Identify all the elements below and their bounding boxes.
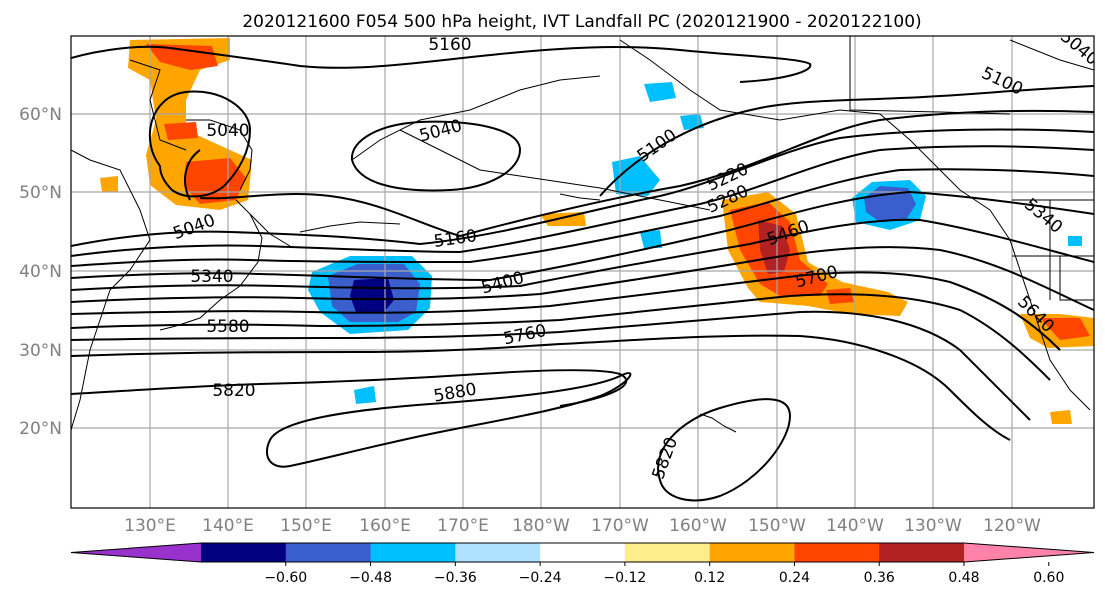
coast-alaska: [619, 39, 991, 211]
lat-label: 30°N: [19, 341, 62, 361]
lat-label: 60°N: [19, 105, 62, 125]
ivt-positive-core-asia-3: [164, 122, 198, 140]
lon-label: 140°E: [202, 516, 254, 536]
ivt-negative-spot-3: [640, 230, 662, 248]
coast-aleutians: [299, 193, 601, 233]
colorbar-tick-label: 0.60: [1033, 570, 1064, 586]
colorbar-bin: [285, 543, 372, 562]
lat-label: 50°N: [19, 183, 62, 203]
colorbar-tick-label: 0.36: [864, 570, 895, 586]
ivt-positive-core-asia-1: [146, 44, 218, 70]
ivt-negative-spot-5: [354, 386, 376, 404]
colorbar-tick-label: −0.12: [603, 570, 646, 586]
colorbar-tick-label: 0.24: [779, 570, 810, 586]
colorbar-bin: [624, 543, 711, 562]
contour-5460: [71, 218, 1094, 291]
contour-5040-asia: [148, 90, 252, 198]
coast-okhotsk: [129, 59, 187, 151]
lon-label: 120°W: [983, 516, 1041, 536]
colorbar-tick-label: 0.12: [694, 570, 725, 586]
ivt-negative-spot-1: [612, 156, 660, 196]
colorbar-tick-label: 0.48: [948, 570, 979, 586]
colorbar-bin: [540, 543, 626, 562]
coast-asia-east: [71, 149, 151, 431]
latitude-labels: 20°N 30°N 40°N 50°N 60°N: [19, 105, 62, 439]
contour-5280: [71, 145, 1094, 257]
contour-label: 5160: [428, 35, 471, 55]
lon-label: 150°W: [748, 516, 806, 536]
coast-hawaii: [699, 413, 737, 433]
contour-5340: [71, 168, 1094, 267]
ivt-negative-deep-west: [350, 278, 394, 312]
contour-5100-alaska: [599, 85, 1094, 197]
contour-5880: [265, 372, 632, 468]
colorbar-tick-label: −0.24: [519, 570, 562, 586]
contour-5580: [71, 271, 1061, 351]
lon-label: 160°W: [669, 516, 727, 536]
coast-kamchatka: [186, 119, 253, 191]
lon-label: 160°E: [359, 516, 411, 536]
ivt-negative-spot-2: [644, 82, 676, 102]
colorbar-extend-high: [964, 543, 1094, 562]
colorbar-tick-label: −0.36: [434, 570, 477, 586]
colorbar-bin: [201, 543, 287, 562]
lat-label: 40°N: [19, 262, 62, 282]
contour-5040-west-loop: [184, 149, 201, 201]
coast-north-america-west: [989, 209, 1091, 411]
coast-greenland: [1009, 39, 1094, 71]
colorbar-outline: [70, 542, 1095, 563]
ivt-positive-deep-east: [758, 220, 790, 274]
lon-label: 130°E: [124, 516, 176, 536]
ivt-positive-spot-4: [1050, 410, 1072, 424]
ivt-positive-spot-1: [100, 176, 118, 192]
contour-5700: [71, 310, 1031, 421]
contour-5400: [71, 190, 1094, 282]
colorbar-bin: [879, 543, 965, 562]
contour-5160-north: [71, 45, 812, 83]
contour-5760: [71, 334, 1011, 441]
lon-label: 140°W: [826, 516, 884, 536]
ivt-positive-core-ca: [1040, 318, 1090, 340]
lon-label: 170°W: [591, 516, 649, 536]
ivt-negative-spot-6: [1068, 236, 1082, 246]
lat-label: 20°N: [19, 419, 62, 439]
ivt-positive-spot-3: [826, 288, 854, 304]
colorbar-tick-label: −0.48: [349, 570, 392, 586]
colorbar-extend-low: [71, 543, 201, 562]
coast-bering: [399, 129, 711, 211]
contour-5040-arctic: [350, 120, 522, 192]
height-contours: [71, 45, 1094, 502]
contour-label: 5340: [190, 267, 233, 287]
colorbar-bin: [370, 543, 456, 562]
map-title: 2020121600 F054 500 hPa height, IVT Land…: [242, 12, 921, 32]
lon-label: 150°E: [280, 516, 332, 536]
contour-5520: [71, 246, 1094, 311]
colorbar-bin: [709, 543, 795, 562]
contour-label: 5580: [206, 317, 249, 337]
colorbar-bin: [455, 543, 541, 562]
graticule: [71, 36, 1094, 508]
colorbar-bin: [794, 543, 880, 562]
lon-label: 180°W: [512, 516, 570, 536]
longitude-labels: 130°E 140°E 150°E 160°E 170°E 180°W 170°…: [124, 516, 1041, 536]
contour-label: 5820: [212, 381, 255, 401]
ivt-negative-spot-4: [680, 114, 704, 130]
contour-5820-south: [657, 398, 792, 502]
contour-label: 5040: [206, 121, 249, 141]
lon-label: 170°E: [437, 516, 489, 536]
map-border: [70, 35, 1095, 509]
colorbar: −0.60 −0.48 −0.36 −0.24 −0.12 0.12 0.24 0.36 0.4…: [70, 542, 1095, 586]
contour-5160-main: [199, 109, 1094, 238]
lon-label: 130°W: [904, 516, 962, 536]
coast-chukotka: [351, 75, 601, 161]
contour-5640: [71, 293, 1051, 381]
contour-5220: [71, 128, 1094, 247]
colorbar-tick-label: −0.60: [264, 570, 307, 586]
